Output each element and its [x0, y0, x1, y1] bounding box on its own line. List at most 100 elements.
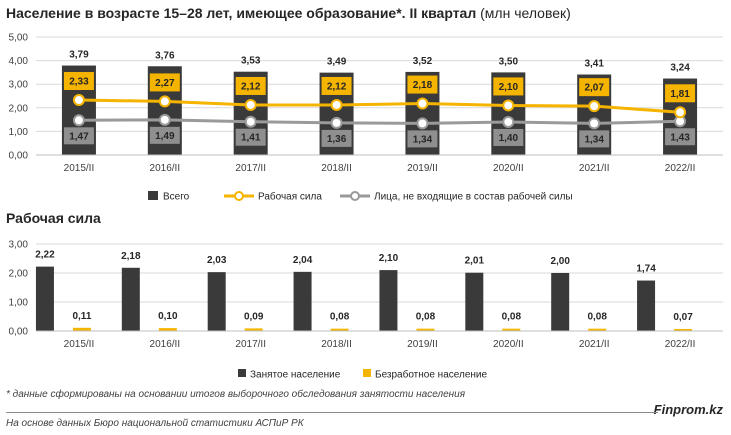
unemployed-bar [674, 328, 693, 331]
employed-bar [551, 273, 570, 331]
employed-value-label: 2,04 [293, 255, 313, 266]
x-tick-label-2: 2017/II [235, 339, 266, 350]
labor-force-value-label: 2,07 [584, 83, 604, 94]
outside-labor-label-box [493, 128, 524, 146]
y-tick-label-1: 2,00 [9, 103, 29, 114]
y-tick-label-2: 0,00 [9, 327, 29, 338]
x-tick-label-2: 2016/II [150, 339, 181, 350]
employed-value-label: 2,01 [465, 256, 485, 267]
total-value-label: 3,41 [584, 59, 604, 70]
y-tick-label-2: 1,00 [9, 298, 29, 309]
labor-force-point [158, 95, 171, 108]
y-tick-label-1: 4,00 [9, 56, 29, 67]
labor-force-label-box [493, 77, 524, 96]
outside-labor-label-box [149, 126, 180, 144]
unemployed-bar [416, 328, 435, 331]
total-value-label: 3,52 [413, 56, 433, 67]
employed-bar [637, 280, 656, 331]
x-tick-label-2: 2018/II [321, 339, 352, 350]
total-value-label: 3,79 [69, 50, 89, 61]
outside-labor-value-label: 1,49 [155, 131, 175, 142]
labor-force-point [502, 99, 515, 112]
employed-value-label: 2,22 [35, 250, 55, 261]
labor-force-point [330, 98, 343, 111]
outside-labor-value-label: 1,43 [670, 132, 690, 143]
labor-force-line [78, 98, 681, 114]
labor-force-label-box [235, 76, 266, 95]
labor-force-point [72, 94, 85, 107]
labor-force-label-box [407, 75, 438, 94]
outside-labor-point [416, 117, 429, 130]
x-tick-label-1: 2018/II [321, 163, 352, 174]
separator-line [6, 412, 658, 413]
legend-swatch-employed [238, 369, 246, 377]
outside-labor-value-label: 1,34 [413, 134, 433, 145]
labor-force-label-box [63, 72, 94, 91]
chart-title-main: Население в возрасте 15–28 лет, имеющее … [6, 5, 571, 21]
employed-value-label: 2,03 [207, 255, 227, 266]
unemployed-bar [330, 328, 349, 331]
legend-marker-labor-force [234, 191, 244, 201]
legend-label-labor-force: Рабочая сила [258, 191, 322, 203]
unemployed-value-label: 0,08 [330, 312, 350, 323]
labor-force-point [244, 98, 257, 111]
outside-labor-point [502, 115, 515, 128]
unemployed-value-label: 0,07 [673, 312, 693, 323]
unemployed-bar [502, 328, 521, 331]
x-tick-label-1: 2020/II [493, 163, 524, 174]
outside-labor-label-box [235, 128, 266, 146]
employed-value-label: 1,74 [636, 264, 656, 275]
unemployed-bar [72, 327, 91, 331]
unemployed-bar [244, 328, 263, 331]
legend-label-employed: Занятое население [250, 370, 341, 381]
x-tick-label-1: 2022/II [665, 163, 696, 174]
unemployed-value-label: 0,08 [416, 312, 436, 323]
employed-bar [207, 272, 226, 331]
outside-labor-value-label: 1,34 [584, 134, 604, 145]
outside-labor-value-label: 1,36 [327, 134, 347, 145]
total-value-label: 3,49 [327, 57, 347, 68]
unemployed-value-label: 0,08 [502, 312, 522, 323]
x-tick-label-1: 2017/II [235, 163, 266, 174]
legend-label-total: Всего [163, 192, 190, 203]
employed-value-label: 2,00 [550, 256, 570, 267]
footnote: * данные сформированы на основании итого… [6, 389, 466, 400]
x-tick-label-1: 2015/II [64, 163, 95, 174]
labor-force-point [416, 97, 429, 110]
outside-labor-label-box [321, 129, 352, 147]
employed-bar [465, 272, 484, 331]
legend-swatch-unemployed [363, 369, 371, 377]
unemployed-bar [588, 328, 607, 331]
outside-labor-value-label: 1,40 [499, 133, 519, 144]
x-tick-label-1: 2021/II [579, 163, 610, 174]
total-value-label: 3,50 [499, 56, 519, 67]
labor-force-label-box [321, 76, 352, 95]
unemployed-value-label: 0,11 [72, 311, 91, 322]
outside-labor-label-box [579, 130, 610, 148]
unemployed-bar [158, 328, 177, 331]
legend-marker-outside-labor [350, 191, 360, 201]
legend-swatch-total [148, 191, 158, 200]
legend-label-unemployed: Безработное население [375, 369, 488, 381]
labor-force-value-label: 2,12 [327, 81, 347, 92]
outside-labor-point [72, 114, 85, 127]
source-note: На основе данных Бюро национальной стати… [6, 418, 304, 429]
labor-force-value-label: 2,33 [69, 77, 89, 88]
labor-force-value-label: 2,12 [241, 81, 261, 92]
outside-labor-point [244, 115, 257, 128]
outside-labor-value-label: 1,47 [69, 131, 89, 142]
x-tick-label-2: 2021/II [579, 339, 610, 350]
y-tick-label-1: 3,00 [9, 80, 29, 91]
y-tick-label-1: 5,00 [9, 33, 29, 44]
x-tick-label-2: 2020/II [493, 339, 524, 350]
labor-force-value-label: 2,18 [413, 80, 433, 91]
outside-labor-point [330, 116, 343, 129]
x-tick-label-2: 2015/II [64, 339, 95, 350]
employed-bar [379, 270, 398, 331]
unemployed-value-label: 0,10 [158, 311, 178, 322]
labor-force-value-label: 2,27 [155, 78, 175, 89]
employed-bar [293, 271, 312, 331]
chart-title-unit: (млн человек) [480, 5, 571, 21]
outside-labor-line [78, 118, 681, 125]
